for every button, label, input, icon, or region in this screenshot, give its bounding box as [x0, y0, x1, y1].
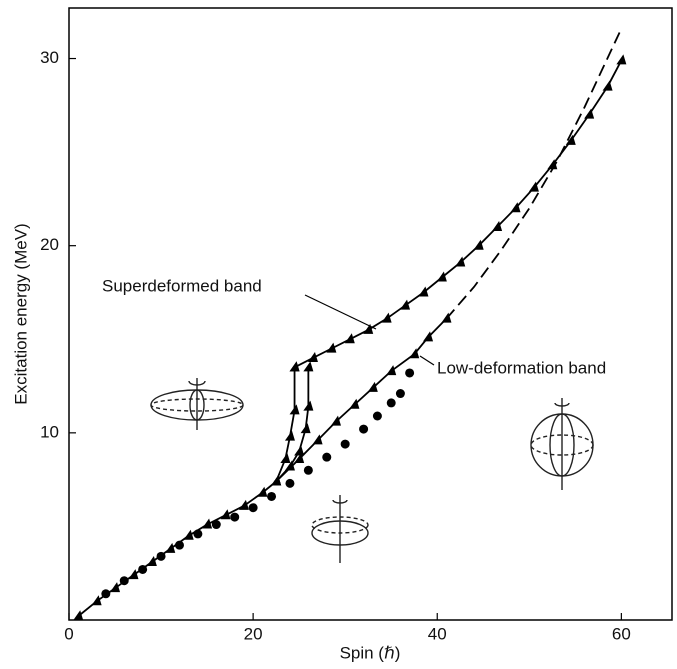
point: [238, 499, 249, 510]
point: [565, 134, 576, 145]
point: [386, 398, 396, 408]
point: [473, 239, 484, 250]
point: [202, 518, 213, 529]
point: [156, 551, 166, 561]
point: [455, 256, 466, 267]
point: [322, 452, 332, 462]
point: [248, 503, 258, 513]
point: [326, 342, 337, 353]
x-tick-label: 60: [612, 624, 631, 643]
point: [294, 445, 305, 456]
x-tick-label: 0: [64, 624, 73, 643]
point: [386, 365, 397, 376]
x-tick-label: 20: [244, 624, 263, 643]
point: [271, 475, 282, 486]
point: [418, 286, 429, 297]
y-tick-label: 10: [40, 422, 59, 441]
point: [267, 491, 277, 501]
point: [400, 299, 411, 310]
point: [436, 271, 447, 282]
point: [584, 108, 595, 119]
point: [146, 555, 157, 566]
point: [367, 381, 378, 392]
plot-frame: [68, 7, 673, 621]
point: [101, 589, 111, 599]
point: [381, 312, 392, 323]
point: [303, 361, 314, 372]
x-axis-label: Spin (ℏ): [340, 643, 401, 662]
point: [312, 434, 323, 445]
point: [284, 430, 295, 441]
point: [303, 465, 313, 475]
y-tick-label: 30: [40, 48, 59, 67]
point: [128, 569, 139, 580]
point: [211, 520, 221, 530]
point: [330, 415, 341, 426]
point: [289, 404, 300, 415]
point: [91, 595, 102, 606]
point: [602, 80, 613, 91]
point: [359, 424, 369, 434]
point: [138, 564, 148, 574]
series-line: [445, 28, 623, 320]
point: [510, 202, 521, 213]
point: [405, 368, 415, 378]
icon-arrow: [554, 402, 570, 407]
icon-line: [530, 434, 594, 456]
ellipsoid-icons: [150, 378, 594, 563]
point: [280, 453, 291, 464]
point: [110, 582, 121, 593]
point: [307, 351, 318, 362]
point: [73, 610, 84, 621]
y-tick-label: 20: [40, 235, 59, 254]
point: [363, 323, 374, 334]
x-tick-label: 40: [428, 624, 447, 643]
point: [220, 509, 231, 520]
point: [183, 529, 194, 540]
point: [409, 348, 420, 359]
point: [165, 542, 176, 553]
y-axis-label: Excitation energy (MeV): [11, 223, 30, 404]
annotation-arrow: [304, 294, 377, 330]
annotation: Low-deformation band: [437, 358, 606, 377]
point: [395, 389, 405, 399]
point: [372, 411, 382, 421]
series-line: [294, 59, 623, 369]
point: [528, 181, 539, 192]
point: [340, 439, 350, 449]
point: [230, 512, 240, 522]
point: [616, 54, 627, 65]
point: [349, 398, 360, 409]
point: [284, 460, 295, 471]
icon-arrow: [332, 499, 348, 504]
point: [300, 423, 311, 434]
point: [119, 576, 129, 586]
point: [294, 453, 305, 464]
point: [423, 331, 434, 342]
icon-arrow: [188, 380, 206, 386]
annotation-arrow: [419, 355, 435, 366]
point: [344, 333, 355, 344]
point: [285, 478, 295, 488]
annotation: Superdeformed band: [102, 276, 262, 295]
series-line: [275, 318, 448, 483]
point: [257, 486, 268, 497]
point: [193, 529, 203, 539]
point: [174, 540, 184, 550]
point: [492, 220, 503, 231]
point: [289, 361, 300, 372]
point: [303, 400, 314, 411]
